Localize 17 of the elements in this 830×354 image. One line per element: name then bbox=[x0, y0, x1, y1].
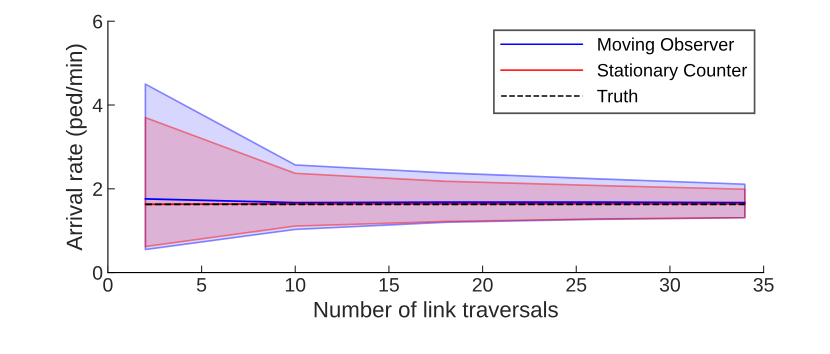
legend-label: Truth bbox=[597, 89, 638, 102]
x-tick-label: 30 bbox=[660, 278, 680, 292]
legend-label: Moving Observer bbox=[598, 37, 734, 54]
x-tick-label: 10 bbox=[286, 278, 306, 292]
x-axis-title: Number of link traversals bbox=[314, 301, 558, 318]
y-tick-label: 6 bbox=[93, 14, 102, 28]
x-tick-label: 35 bbox=[754, 278, 774, 292]
y-tick-label: 2 bbox=[93, 182, 102, 196]
x-tick-label: 5 bbox=[196, 278, 206, 292]
x-tick-label: 20 bbox=[472, 278, 493, 292]
y-axis-title: Arrival rate (ped/min) bbox=[66, 44, 87, 251]
legend-label: Stationary Counter bbox=[598, 63, 748, 80]
y-tick-label: 0 bbox=[92, 266, 102, 280]
y-tick-label: 4 bbox=[92, 98, 102, 112]
x-tick-label: 0 bbox=[103, 278, 113, 292]
x-tick-label: 25 bbox=[566, 278, 586, 292]
x-tick-label: 15 bbox=[380, 278, 399, 292]
